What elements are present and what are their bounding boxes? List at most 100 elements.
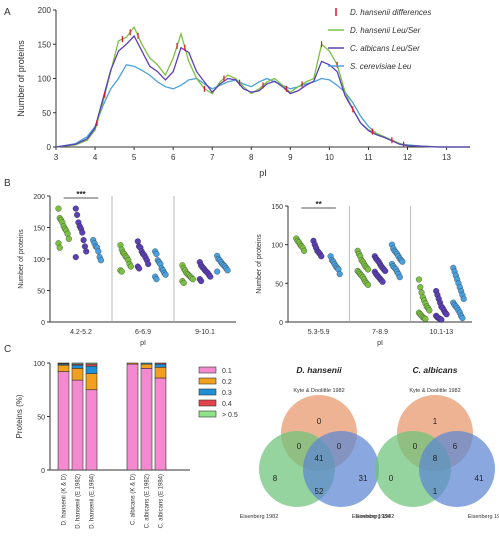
bar-segment xyxy=(85,363,98,367)
legend-item: 0.2 xyxy=(198,377,232,386)
legend-label: > 0.5 xyxy=(222,412,238,419)
y-tick-label: 150 xyxy=(271,204,283,211)
bar-segment xyxy=(85,373,98,391)
data-point xyxy=(214,268,221,275)
y-tick-label: 100 xyxy=(38,75,52,84)
legend-label: 0.2 xyxy=(222,379,232,386)
legend-label: C. albicans Leu/Ser xyxy=(350,44,420,53)
category-label: D. hansenii (K & D) xyxy=(62,474,68,525)
region-count: 41 xyxy=(475,474,484,483)
x-tick-label: 12 xyxy=(403,153,412,162)
legend-label: 0.4 xyxy=(222,401,232,408)
x-axis-label: pI xyxy=(259,168,267,178)
data-point xyxy=(145,260,152,268)
data-point xyxy=(417,284,424,291)
data-point xyxy=(207,273,214,280)
legend-label: 0.1 xyxy=(222,368,232,375)
legend-item: 0.3 xyxy=(198,388,232,397)
legend-item: D. hansenii Leu/Ser xyxy=(328,26,421,35)
data-point xyxy=(118,268,125,275)
bar-segment xyxy=(57,371,70,471)
series-line xyxy=(55,25,470,148)
set-label-left: Eisenberg 1982 xyxy=(240,514,279,520)
bar-segment xyxy=(85,389,98,471)
data-point xyxy=(459,315,466,322)
region-count: 1 xyxy=(433,487,438,496)
region-count: 41 xyxy=(315,454,324,463)
series-line xyxy=(55,34,470,148)
y-axis-label: Proteins (%) xyxy=(15,394,24,438)
venn-title: D. hansenii xyxy=(296,365,342,375)
data-point xyxy=(399,258,406,265)
data-point xyxy=(162,271,169,278)
y-tick-label: 50 xyxy=(37,289,45,296)
y-tick-label: 0 xyxy=(41,320,45,327)
data-point xyxy=(364,266,372,273)
region-count: 0 xyxy=(337,442,342,451)
bar-segment xyxy=(57,364,70,372)
legend-swatch xyxy=(198,388,217,396)
x-tick-label: 13 xyxy=(442,153,451,162)
bar-segment xyxy=(71,362,84,365)
y-tick-label: 100 xyxy=(271,243,283,250)
category-label: 4.2-5.2 xyxy=(70,329,92,336)
bar-segment xyxy=(57,362,70,364)
legend-label: D. hansenii Leu/Ser xyxy=(350,26,421,35)
data-point xyxy=(134,238,141,245)
y-axis-label: Number of proteins xyxy=(256,234,263,294)
bar-segment xyxy=(154,377,167,471)
set-label-top: Kyte & Doolittle 1982 xyxy=(409,388,460,394)
y-tick-label: 50 xyxy=(42,109,51,118)
legend-item: 0.1 xyxy=(198,366,232,375)
category-label: 6-6.9 xyxy=(135,329,151,336)
category-label: C. albicans (E 1982) xyxy=(145,474,151,528)
series-line xyxy=(55,64,470,148)
set-label-right: Eisenberg 1984 xyxy=(352,514,391,520)
legend-swatch xyxy=(198,399,217,407)
panel-letter-c: C xyxy=(4,344,11,355)
category-label: 9-10.1 xyxy=(195,329,215,336)
data-point xyxy=(64,230,71,237)
y-tick-label: 100 xyxy=(33,257,45,264)
data-point xyxy=(95,248,102,255)
data-point xyxy=(79,229,86,236)
data-point xyxy=(153,276,160,283)
data-point xyxy=(426,307,433,314)
x-tick-label: 4 xyxy=(93,153,98,162)
panel-a-line-chart: 0 50 100 150 200 3 4 5 6 7 8 9 10 11 12 13 pI Number of p… xyxy=(16,6,470,178)
data-point xyxy=(80,237,87,244)
significance-label: ** xyxy=(316,200,323,209)
category-label: 7-8.9 xyxy=(372,329,388,336)
data-point xyxy=(180,279,187,286)
data-point xyxy=(56,244,63,251)
bar-segment xyxy=(71,379,84,471)
y-tick-label: 100 xyxy=(33,361,45,368)
data-point xyxy=(364,281,372,288)
legend-label: S. cerevisiae Leu xyxy=(350,62,412,71)
panel-letter-a: A xyxy=(4,7,11,18)
data-point xyxy=(127,263,134,270)
category-label: C. albicans (E 1984) xyxy=(159,474,165,528)
x-tick-label: 8 xyxy=(249,153,254,162)
bar-segment xyxy=(85,362,98,365)
y-tick-label: 50 xyxy=(275,281,283,288)
data-point xyxy=(301,247,308,254)
x-axis-label: pI xyxy=(377,340,383,347)
region-count: 8 xyxy=(273,474,278,483)
region-count: 0 xyxy=(413,442,418,451)
data-point xyxy=(224,267,231,274)
y-tick-label: 200 xyxy=(33,194,45,201)
bar-segment xyxy=(154,366,167,379)
bar-segment xyxy=(154,362,167,365)
data-point xyxy=(55,205,62,212)
legend-swatch xyxy=(198,377,217,385)
data-point xyxy=(83,248,90,255)
data-point xyxy=(74,211,81,218)
category-label: 10.1-13 xyxy=(429,329,453,336)
legend-swatch xyxy=(198,410,217,418)
data-point xyxy=(422,315,429,322)
region-count: 1 xyxy=(433,417,438,426)
data-point xyxy=(443,311,450,318)
bar-segment xyxy=(154,363,167,368)
